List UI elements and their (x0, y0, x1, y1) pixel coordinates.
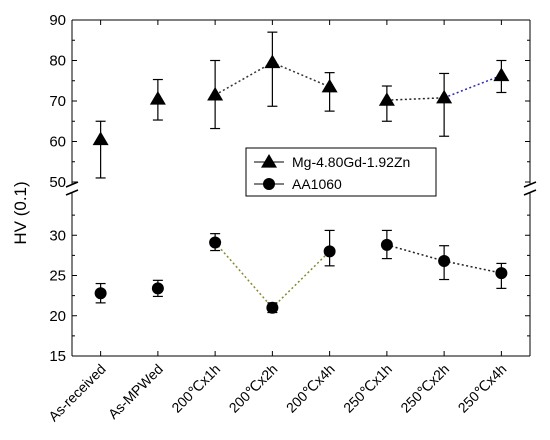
data-point-triangle (378, 92, 395, 106)
legend-label: Mg-4.80Gd-1.92Zn (292, 154, 410, 170)
data-point-circle (266, 301, 279, 314)
connector-line (443, 74, 502, 99)
data-point-triangle (264, 54, 281, 69)
x-tick-label: 250℃x1h (340, 361, 395, 416)
data-point-circle (263, 178, 275, 190)
y-tick-label: 50 (49, 174, 66, 191)
data-point-triangle (493, 67, 510, 82)
x-tick-label: 200℃x1h (168, 361, 223, 416)
legend-label: AA1060 (292, 176, 342, 192)
data-point-circle (151, 282, 164, 295)
data-point-circle (438, 255, 451, 268)
legend: Mg-4.80Gd-1.92Zn AA1060 (245, 147, 437, 197)
x-tick-label: As-MPWed (105, 361, 166, 422)
data-point-triangle (92, 131, 109, 146)
y-tick-label: 80 (49, 53, 66, 70)
y-tick-label: 25 (49, 268, 66, 285)
x-tick-label: 200℃x4h (283, 361, 338, 416)
connector-line (214, 242, 273, 309)
y-tick-label: 90 (49, 12, 66, 29)
data-point-triangle (261, 154, 277, 168)
axis-break-mark (523, 181, 537, 188)
series-layer (92, 31, 510, 314)
x-tick-label: As-received (45, 361, 109, 425)
connector-line (271, 250, 331, 309)
data-point-triangle (207, 86, 224, 101)
data-point-circle (94, 287, 107, 300)
y-tick-label: 70 (49, 93, 66, 110)
y-tick-label: 20 (49, 308, 66, 325)
axis-break-mark (523, 189, 537, 196)
data-point-circle (495, 267, 508, 280)
data-point-circle (209, 236, 222, 249)
data-point-circle (323, 245, 336, 258)
connector-line (386, 244, 445, 262)
x-tick-label: 250℃x2h (397, 361, 452, 416)
connector-line (443, 260, 502, 274)
y-tick-label: 30 (49, 227, 66, 244)
data-point-triangle (321, 78, 338, 93)
y-axis-label: HV (0.1) (11, 181, 30, 244)
axis-break-mark (65, 181, 79, 188)
x-tick-label: 200℃x2h (226, 361, 281, 416)
data-point-triangle (436, 89, 453, 104)
legend-box (245, 147, 437, 197)
connector-line (272, 61, 330, 88)
x-tick-label: 250℃x4h (455, 361, 510, 416)
axis-break-mark (65, 189, 79, 196)
data-point-circle (380, 238, 393, 251)
connector-line (214, 61, 273, 96)
connector-line (386, 97, 445, 101)
data-point-triangle (149, 90, 166, 105)
y-tick-label: 15 (49, 348, 66, 365)
y-tick-label: 60 (49, 134, 66, 151)
